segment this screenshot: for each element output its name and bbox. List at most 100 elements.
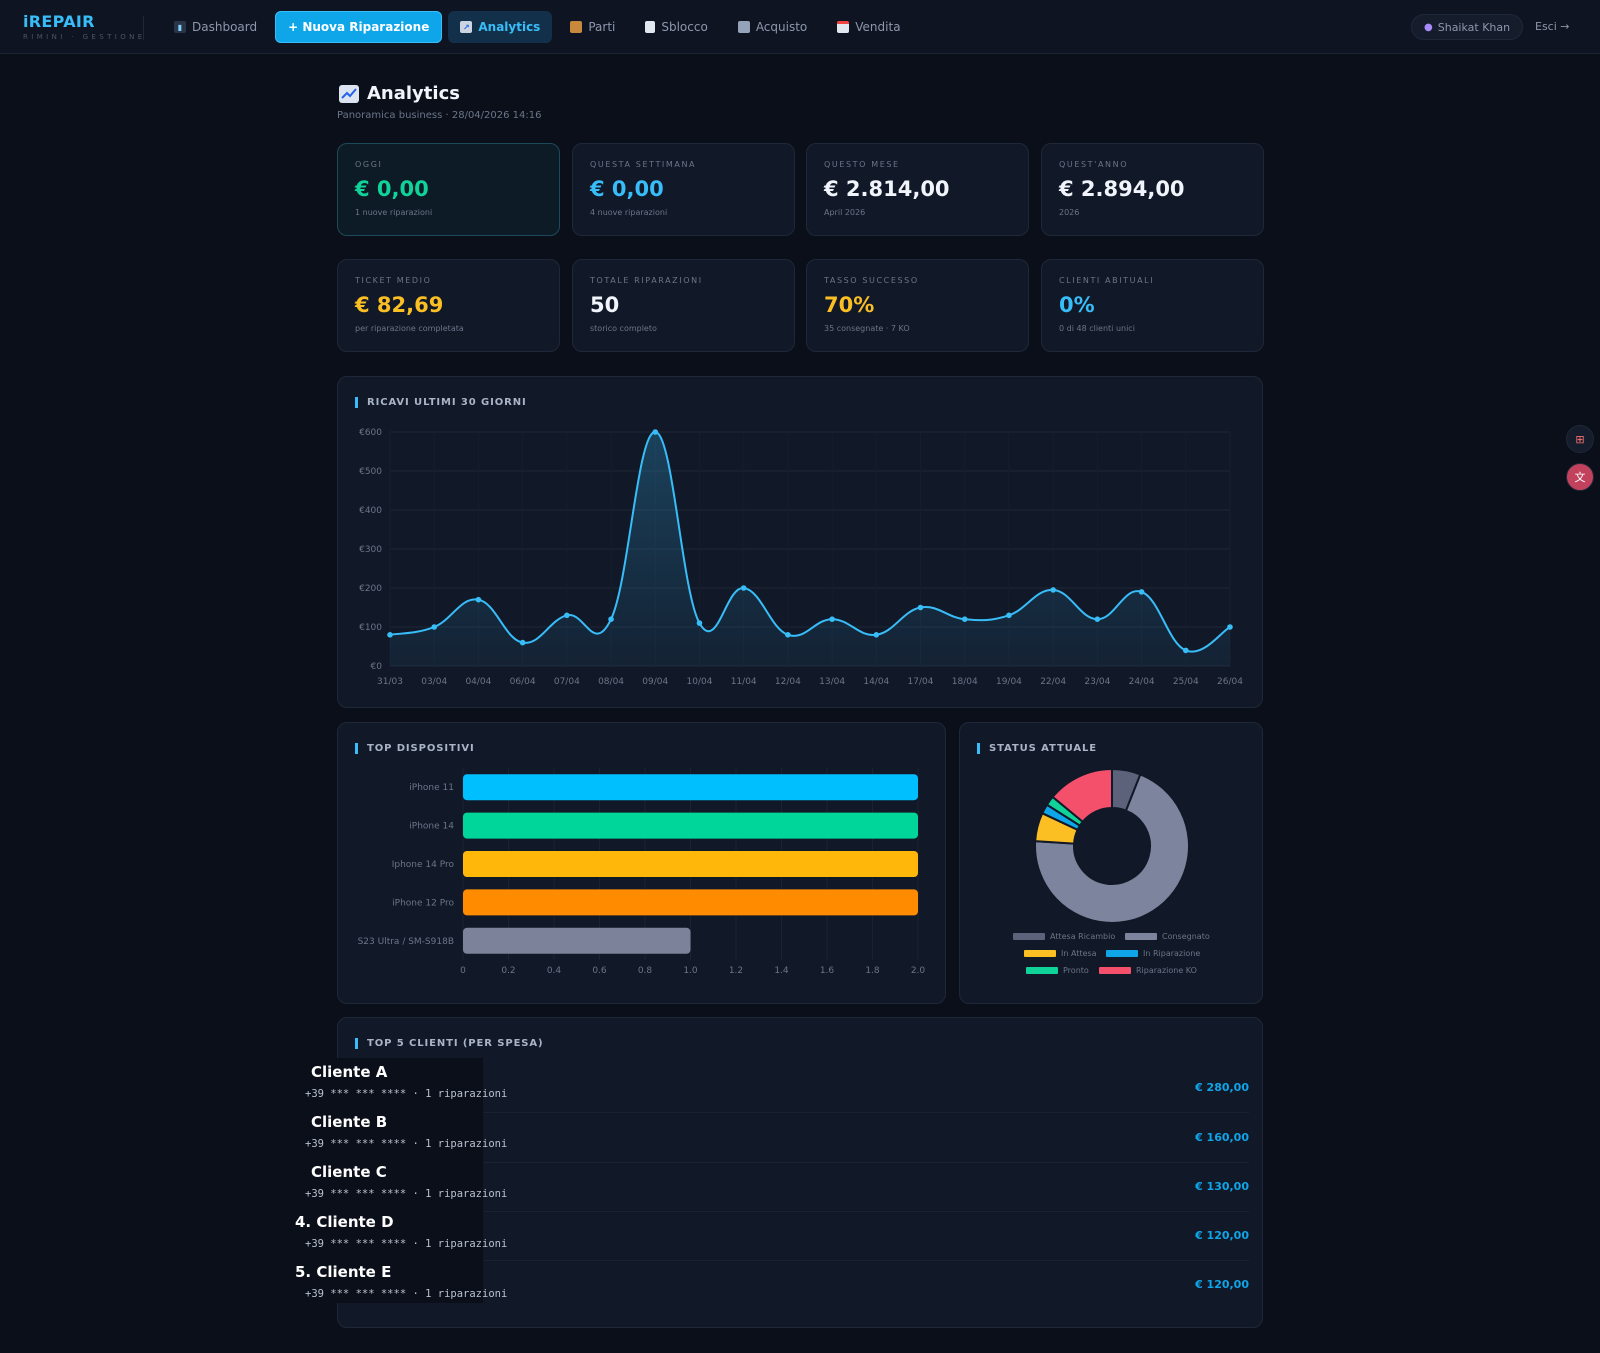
status-slice [1034,773,1190,923]
legend-swatch [1099,967,1131,974]
revenue-data-point [696,620,703,626]
legend-swatch [1013,933,1045,940]
kpi-card-week: QUESTA SETTIMANA € 0,00 4 nuove riparazi… [572,143,795,236]
kpi-label: OGGI [355,160,383,169]
client-amount: € 120,00 [1195,1229,1249,1242]
legend-item[interactable]: Pronto [1026,966,1089,975]
revenue-data-point [917,604,924,611]
legend-item[interactable]: Attesa Ricambio [1013,932,1115,941]
y-tick-label: iPhone 11 [409,783,454,793]
kpi-note: 35 consegnate · 7 KO [824,324,910,333]
kpi-card-success-rate: TASSO SUCCESSO 70% 35 consegnate · 7 KO [806,259,1029,352]
client-row[interactable]: € 280,00 [355,1063,1249,1113]
y-tick-label: S23 Ultra / SM-S918B [358,937,454,947]
devices-bar-chart: 0 0.2 0.4 0.6 0.8 1.0 1.2 1.4 1.6 1.8 2.0 iPhone 11… [358,768,926,976]
status-slice [1051,767,1113,824]
translate-icon[interactable]: 文 [1566,463,1594,491]
revenue-chart-panel: RICAVI ULTIMI 30 GIORNI €0 €100 €200 €300 €4… [337,376,1263,708]
top-clients-panel: TOP 5 CLIENTI (PER SPESA) € 280,00 € 160… [337,1017,1263,1328]
brand-logo[interactable]: iREPAIR RIMINI · GESTIONE [23,12,146,41]
x-tick-label: 23/04 [1084,677,1110,687]
legend-item[interactable]: Riparazione KO [1099,966,1197,975]
x-tick-label: 04/04 [465,677,491,687]
revenue-data-point [1227,624,1233,630]
nav-purchase-label: Acquisto [755,20,808,34]
y-tick-label: iPhone 12 Pro [392,898,454,908]
legend-item[interactable]: Consegnato [1125,932,1210,941]
client-row[interactable]: € 120,00 [355,1260,1249,1310]
y-tick-label: €600 [359,428,382,438]
kpi-note: per riparazione completata [355,324,464,333]
device-bar [463,774,918,801]
revenue-data-point [608,616,614,622]
main-nav: ▮ Dashboard + Nuova Riparazione ↗ Analyt… [162,11,913,43]
panel-title: TOP 5 CLIENTI (PER SPESA) [355,1038,544,1049]
client-row[interactable]: € 120,00 [355,1211,1249,1261]
y-tick-label: €100 [359,623,382,633]
page-title-text: Analytics [367,83,460,104]
kpi-note: 4 nuove riparazioni [590,208,668,217]
legend-label: Pronto [1063,966,1089,975]
revenue-data-point [1138,589,1145,595]
x-tick-label: 19/04 [996,677,1022,687]
legend-label: In Riparazione [1143,949,1201,958]
nav-unlock-label: Sblocco [661,20,708,34]
x-tick-label: 09/04 [642,677,668,687]
nav-analytics[interactable]: ↗ Analytics [448,11,553,43]
revenue-data-point [961,616,968,622]
kpi-value: € 82,69 [355,293,444,317]
grid-add-icon[interactable]: ⊞ [1566,425,1594,453]
x-tick-label: 0 [460,966,466,976]
x-tick-label: 24/04 [1129,677,1155,687]
client-name: 5. Cliente E [295,1263,392,1281]
kpi-value: € 2.894,00 [1059,177,1185,201]
client-row[interactable]: € 160,00 [355,1113,1249,1163]
document-icon [645,21,656,33]
robot-icon [737,21,750,33]
nav-sale-label: Vendita [855,20,901,34]
legend-label: Consegnato [1162,932,1210,941]
nav-unlock[interactable]: Sblocco [633,11,719,43]
nav-new-repair-button[interactable]: + Nuova Riparazione [275,11,443,43]
nav-dashboard[interactable]: ▮ Dashboard [162,11,269,43]
kpi-note: April 2026 [824,208,866,217]
y-tick-label: €0 [371,662,383,672]
kpi-note: storico completo [590,324,657,333]
bar-chart-icon: ▮ [174,21,186,33]
top-devices-panel: TOP DISPOSITIVI 0 0.2 0.4 0.6 0.8 1.0 1.2 1.4 1.… [337,722,946,1004]
x-tick-label: 12/04 [775,677,801,687]
kpi-value: € 2.814,00 [824,177,950,201]
client-meta: +39 *** *** **** · 1 riparazioni [305,1138,508,1150]
x-tick-label: 1.2 [729,966,743,976]
legend-item[interactable]: In Attesa [1024,949,1097,958]
logout-link[interactable]: Esci → [1535,20,1570,33]
user-menu[interactable]: ● Shaikat Khan [1411,14,1524,40]
page-subtitle: Panoramica business · 28/04/2026 14:16 [337,110,542,121]
x-tick-label: 26/04 [1217,677,1243,687]
kpi-note: 1 nuove riparazioni [355,208,433,217]
device-bar [463,812,918,839]
kpi-label: QUESTA SETTIMANA [590,160,697,169]
trend-chart-icon: ↗ [460,21,473,33]
package-icon [570,21,583,33]
revenue-data-point [873,632,880,638]
page-title: Analytics [339,83,460,104]
x-tick-label: 2.0 [911,966,926,976]
nav-parts[interactable]: Parti [558,11,627,43]
x-tick-label: 07/04 [554,677,580,687]
kpi-label: TICKET MEDIO [355,276,432,285]
nav-dashboard-label: Dashboard [192,20,258,34]
kpi-label: CLIENTI ABITUALI [1059,276,1155,285]
client-row[interactable]: € 130,00 [355,1162,1249,1212]
revenue-data-point [652,429,659,435]
nav-sale[interactable]: Vendita [825,11,912,43]
nav-purchase[interactable]: Acquisto [726,11,819,43]
revenue-data-point [1006,612,1012,619]
kpi-note: 2026 [1059,208,1080,217]
device-bar [463,851,918,877]
kpi-label: TOTALE RIPARAZIONI [590,276,703,285]
legend-swatch [1106,950,1138,957]
x-tick-label: 31/03 [377,677,403,687]
calendar-icon [837,21,850,33]
legend-item[interactable]: In Riparazione [1106,949,1200,958]
